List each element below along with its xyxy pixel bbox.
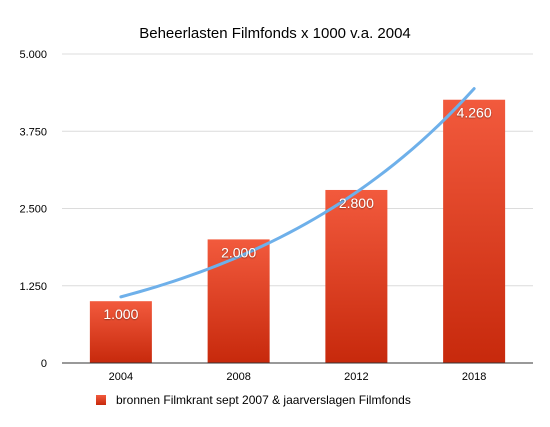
legend: bronnen Filmkrant sept 2007 & jaarversla… bbox=[96, 393, 411, 407]
legend-label: bronnen Filmkrant sept 2007 & jaarversla… bbox=[116, 393, 411, 407]
y-tick-label: 2.500 bbox=[19, 204, 47, 216]
y-tick-label: 3.750 bbox=[19, 126, 47, 138]
x-tick-label: 2004 bbox=[109, 371, 133, 383]
bar bbox=[443, 99, 506, 364]
data-label: 2.000 bbox=[221, 244, 256, 260]
y-tick-label: 5.000 bbox=[19, 49, 47, 61]
legend-swatch bbox=[96, 395, 106, 405]
trendline bbox=[119, 87, 476, 299]
x-axis-tick-labels: 2004 2008 2012 2018 bbox=[109, 371, 487, 383]
x-tick-label: 2008 bbox=[226, 371, 250, 383]
data-label: 1.000 bbox=[103, 306, 138, 322]
x-tick-label: 2012 bbox=[344, 371, 368, 383]
y-axis-tick-labels: 0 1.250 2.500 3.750 5.000 bbox=[19, 49, 47, 370]
data-label: 2.800 bbox=[339, 195, 374, 211]
bar bbox=[207, 239, 270, 363]
x-tick-label: 2018 bbox=[462, 371, 486, 383]
data-label: 4.260 bbox=[457, 105, 492, 121]
bar bbox=[325, 189, 388, 363]
bars bbox=[89, 99, 506, 364]
y-tick-label: 1.250 bbox=[19, 281, 47, 293]
y-tick-label: 0 bbox=[41, 358, 47, 370]
chart-title: Beheerlasten Filmfonds x 1000 v.a. 2004 bbox=[139, 25, 411, 42]
bar bbox=[89, 301, 152, 363]
data-labels: 1.000 2.000 2.800 4.260 bbox=[103, 105, 491, 322]
